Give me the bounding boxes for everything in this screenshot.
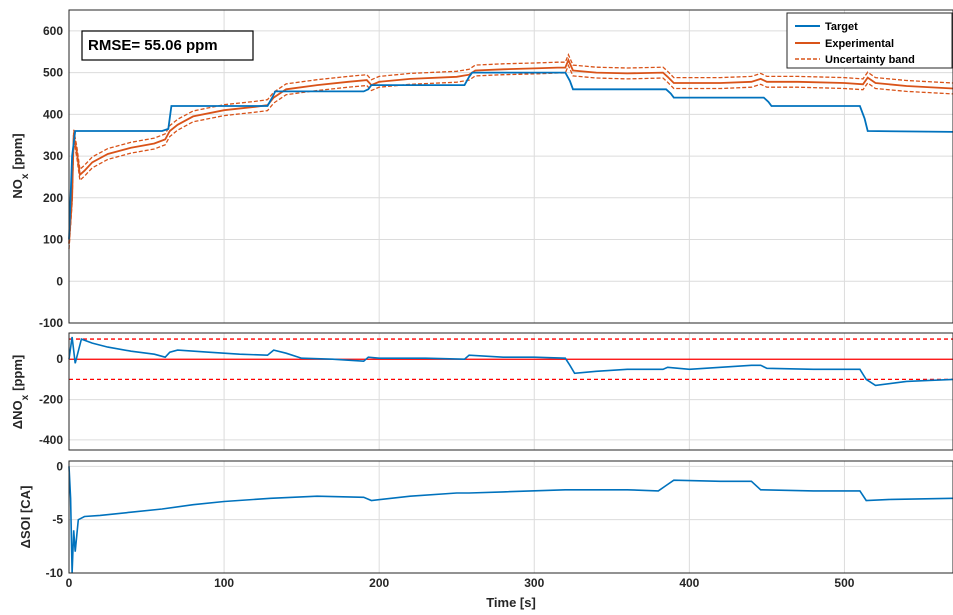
bottom-xtick-label: 100 xyxy=(214,576,234,590)
top-ytick-label: 600 xyxy=(43,24,63,38)
middle-ytick-label: -400 xyxy=(39,433,63,447)
bottom-grid xyxy=(69,461,953,573)
middle-ylabel: ΔNOx[ppm] xyxy=(10,355,31,430)
experimental-line xyxy=(68,57,953,244)
top-ytick-label: 100 xyxy=(43,233,63,247)
top-axes-box xyxy=(68,9,953,324)
top-ticks: -100 0 100 200 300 400 500 600 xyxy=(39,24,63,330)
top-ytick-label: 500 xyxy=(43,66,63,80)
middle-ytick-label: -200 xyxy=(39,393,63,407)
bottom-axes-box xyxy=(68,460,953,574)
middle-plot-area xyxy=(69,333,953,450)
bottom-ytick-label: -5 xyxy=(52,513,63,527)
middle-ytick-label: 0 xyxy=(56,352,63,366)
middle-series-line xyxy=(68,336,953,387)
rmse-box xyxy=(81,30,254,61)
legend-label-experimental: Experimental xyxy=(825,38,894,50)
legend-label-uncertainty: Uncertainty band xyxy=(825,54,915,66)
legend: Target Experimental Uncertainty band xyxy=(786,12,953,69)
top-series xyxy=(68,53,953,250)
bottom-ticks: -10 -5 0 0 100 200 300 400 500 xyxy=(46,459,855,590)
middle-reference-lines xyxy=(69,338,953,381)
bottom-xtick-label: 300 xyxy=(524,576,544,590)
middle-ticks: -400 -200 0 xyxy=(39,352,63,447)
bottom-ytick-label: -10 xyxy=(46,566,64,580)
bottom-xtick-label: 0 xyxy=(66,576,73,590)
bottom-panel: -10 -5 0 0 100 200 300 400 500 ΔSOI [CA] Time [s… xyxy=(18,459,953,610)
legend-label-target: Target xyxy=(825,21,858,33)
bottom-xtick-label: 500 xyxy=(834,576,854,590)
top-ytick-label: 300 xyxy=(43,149,63,163)
rmse-annotation: RMSE= 55.06 ppm xyxy=(88,37,218,54)
bottom-ylabel: ΔSOI [CA] xyxy=(18,486,33,549)
uncertainty-band-line xyxy=(68,63,953,250)
top-ytick-label: 400 xyxy=(43,107,63,121)
target-line xyxy=(68,71,953,240)
bottom-series xyxy=(68,466,953,574)
top-ylabel: NOx[ppm] xyxy=(10,133,31,198)
middle-series xyxy=(68,336,953,387)
uncertainty-band-line xyxy=(68,53,953,239)
middle-panel: -400 -200 0 ΔNOx[ppm] xyxy=(10,332,953,451)
bottom-xtick-label: 200 xyxy=(369,576,389,590)
bottom-series-line xyxy=(68,466,953,574)
top-ytick-label: 200 xyxy=(43,191,63,205)
top-panel: -100 0 100 200 300 400 500 600 NOx[ppm] RMSE= 5… xyxy=(10,9,953,330)
middle-axes-box xyxy=(68,332,953,451)
bottom-plot-area xyxy=(69,461,953,573)
top-ytick-label: -100 xyxy=(39,316,63,330)
bottom-xlabel: Time [s] xyxy=(486,595,536,610)
bottom-ytick-label: 0 xyxy=(56,459,63,473)
top-ytick-label: 0 xyxy=(56,274,63,288)
bottom-xtick-label: 400 xyxy=(679,576,699,590)
